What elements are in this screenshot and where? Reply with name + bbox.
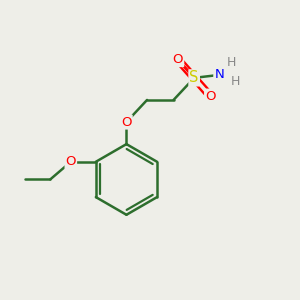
Text: N: N: [214, 68, 224, 81]
Text: H: H: [227, 56, 236, 69]
Text: H: H: [231, 75, 240, 88]
Text: O: O: [205, 90, 216, 103]
Text: O: O: [66, 155, 76, 168]
Text: O: O: [121, 116, 132, 128]
Text: S: S: [190, 70, 199, 86]
Text: O: O: [173, 53, 183, 66]
